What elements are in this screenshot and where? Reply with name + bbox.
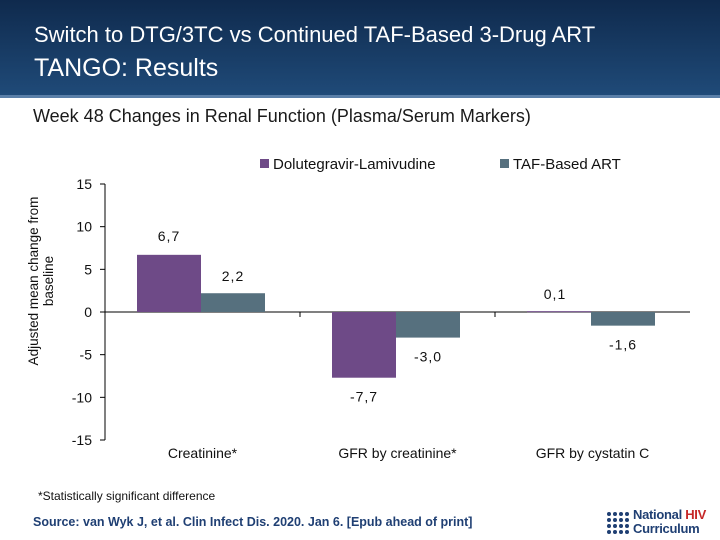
- national-hiv-curriculum-logo: National HIV Curriculum: [605, 508, 717, 538]
- legend-item-dtg: Dolutegravir-Lamivudine: [260, 156, 436, 173]
- slide-subtitle-heading: TANGO: Results: [34, 54, 219, 82]
- legend-swatch-taf: [500, 159, 509, 168]
- slide-title: Switch to DTG/3TC vs Continued TAF-Based…: [34, 22, 596, 47]
- data-label: 0,1: [544, 286, 566, 302]
- legend-label-dtg: Dolutegravir-Lamivudine: [273, 156, 436, 173]
- category-label: GFR by creatinine*: [338, 445, 457, 461]
- bar-dtg: [137, 254, 201, 312]
- chart-heading: Week 48 Changes in Renal Function (Plasm…: [33, 106, 531, 126]
- footnote: *Statistically significant difference: [38, 489, 216, 503]
- bar-taf: [591, 312, 655, 326]
- legend-item-taf: TAF-Based ART: [500, 156, 621, 173]
- legend-swatch-dtg: [260, 159, 269, 168]
- source-citation: Source: van Wyk J, et al. Clin Infect Di…: [33, 515, 473, 529]
- y-tick-label: 0: [84, 304, 92, 320]
- logo-text-curriculum: Curriculum: [633, 521, 700, 536]
- legend-label-taf: TAF-Based ART: [513, 156, 621, 173]
- title-banner: [0, 0, 720, 95]
- data-label: 6,7: [158, 228, 180, 244]
- y-tick-label: -15: [72, 432, 92, 448]
- logo-mark-icon: [607, 512, 629, 534]
- data-label: 2,2: [222, 268, 244, 284]
- y-tick-label: 10: [76, 219, 92, 235]
- logo-text-hiv: HIV: [685, 507, 706, 522]
- bar-dtg: [527, 311, 591, 313]
- logo-text-national: National: [633, 507, 686, 522]
- category-label: Creatinine*: [168, 445, 238, 461]
- category-label: GFR by cystatin C: [536, 445, 650, 461]
- data-label: -1,6: [609, 337, 637, 353]
- bar-taf: [396, 312, 460, 338]
- y-tick-label: -10: [72, 389, 92, 405]
- data-label: -7,7: [350, 389, 378, 405]
- bar-dtg: [332, 312, 396, 378]
- y-tick-label: 15: [76, 176, 92, 192]
- y-tick-label: 5: [84, 261, 92, 277]
- bar-taf: [201, 293, 265, 312]
- title-divider: [0, 95, 720, 98]
- logo-text: National HIV Curriculum: [633, 508, 706, 536]
- y-tick-label: -5: [80, 347, 93, 363]
- data-label: -3,0: [414, 349, 442, 365]
